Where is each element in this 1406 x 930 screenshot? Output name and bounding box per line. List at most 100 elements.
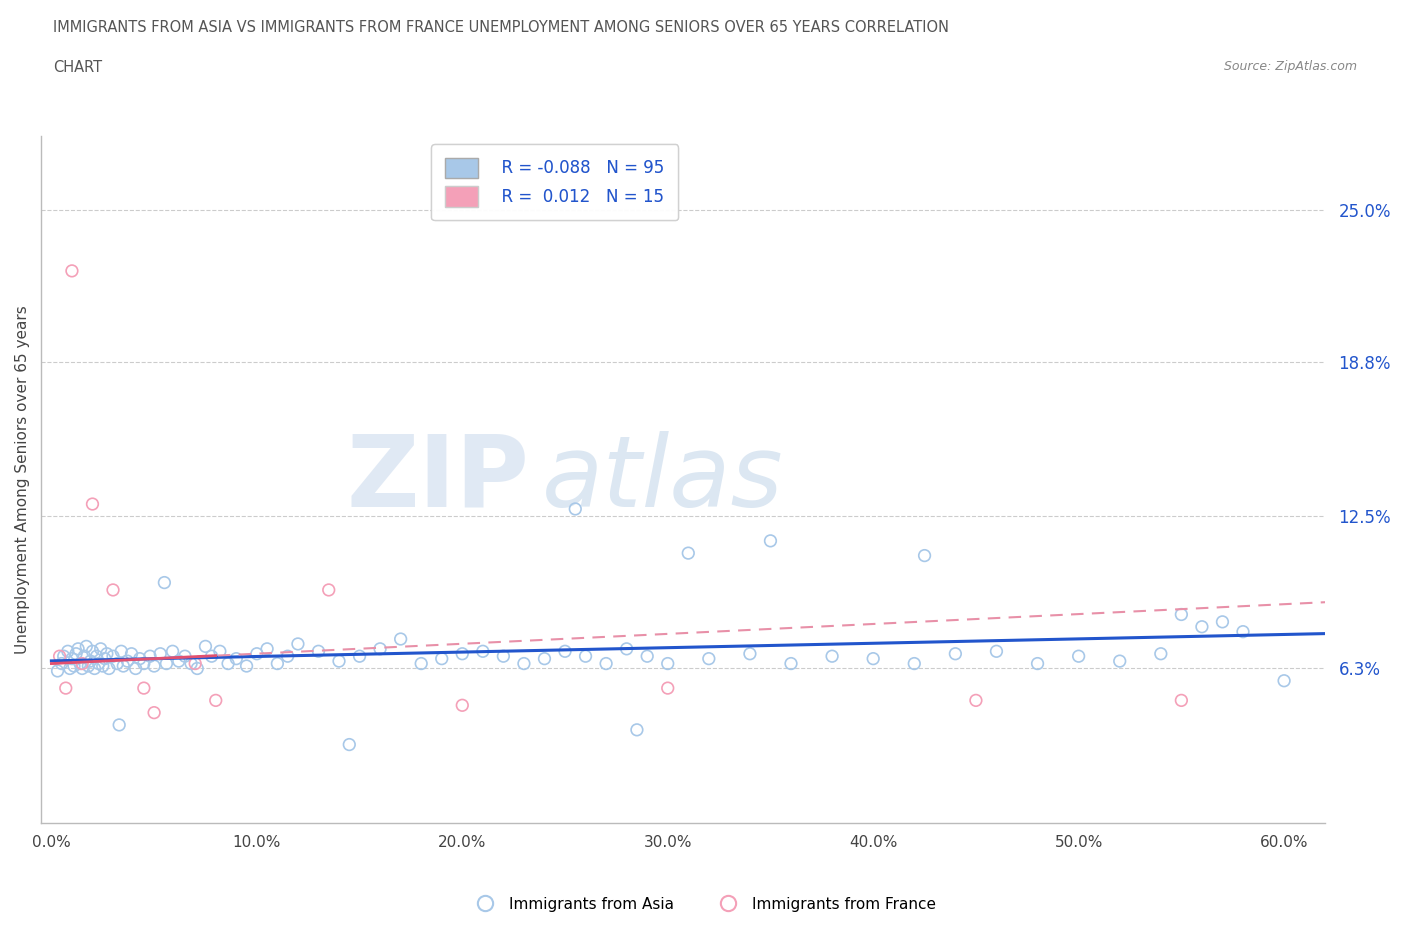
Point xyxy=(96,646,118,661)
Point xyxy=(862,651,884,666)
Point xyxy=(759,534,782,549)
Point xyxy=(1026,657,1049,671)
Point xyxy=(167,654,190,669)
Point xyxy=(1150,646,1173,661)
Point xyxy=(149,646,172,661)
Point xyxy=(69,657,91,671)
Point xyxy=(208,644,231,658)
Point xyxy=(132,681,155,696)
Point xyxy=(1170,693,1192,708)
Point xyxy=(82,497,104,512)
Point xyxy=(389,631,412,646)
Point xyxy=(1108,654,1130,669)
Point xyxy=(153,575,176,590)
Point xyxy=(308,644,330,658)
Point xyxy=(77,658,100,673)
Point xyxy=(1067,649,1090,664)
Text: atlas: atlas xyxy=(541,431,783,528)
Point xyxy=(657,681,679,696)
Point xyxy=(697,651,720,666)
Point xyxy=(143,658,166,673)
Point xyxy=(132,657,155,671)
Point xyxy=(184,657,207,671)
Point xyxy=(821,649,844,664)
Point xyxy=(46,663,69,678)
Point xyxy=(337,737,360,752)
Point xyxy=(513,657,536,671)
Point xyxy=(75,639,97,654)
Point xyxy=(83,661,105,676)
Point xyxy=(914,548,936,563)
Point xyxy=(554,644,576,658)
Point xyxy=(943,646,966,661)
Point xyxy=(636,649,658,664)
Point xyxy=(63,658,86,673)
Y-axis label: Unemployment Among Seniors over 65 years: Unemployment Among Seniors over 65 years xyxy=(15,305,30,654)
Point xyxy=(277,649,299,664)
Point xyxy=(139,649,162,664)
Point xyxy=(349,649,371,664)
Point xyxy=(986,644,1008,658)
Point xyxy=(90,642,112,657)
Point xyxy=(318,582,340,597)
Point xyxy=(82,644,104,658)
Point xyxy=(94,651,117,666)
Point xyxy=(70,661,93,676)
Text: Source: ZipAtlas.com: Source: ZipAtlas.com xyxy=(1223,60,1357,73)
Point xyxy=(411,657,433,671)
Point xyxy=(678,546,700,561)
Point xyxy=(91,658,114,673)
Point xyxy=(55,681,77,696)
Point xyxy=(780,657,803,671)
Point xyxy=(86,649,108,664)
Point xyxy=(87,657,110,671)
Point xyxy=(574,649,596,664)
Point xyxy=(204,693,226,708)
Point xyxy=(1191,619,1213,634)
Point xyxy=(101,649,124,664)
Point xyxy=(903,657,925,671)
Point xyxy=(65,646,87,661)
Point xyxy=(97,661,120,676)
Point xyxy=(194,639,217,654)
Point xyxy=(121,646,143,661)
Point xyxy=(155,657,177,671)
Point xyxy=(564,501,586,516)
Point xyxy=(101,582,124,597)
Point xyxy=(79,654,101,669)
Point xyxy=(186,661,208,676)
Point xyxy=(235,658,257,673)
Text: IMMIGRANTS FROM ASIA VS IMMIGRANTS FROM FRANCE UNEMPLOYMENT AMONG SENIORS OVER 6: IMMIGRANTS FROM ASIA VS IMMIGRANTS FROM … xyxy=(53,20,949,35)
Legend:   R = -0.088   N = 95,   R =  0.012   N = 15: R = -0.088 N = 95, R = 0.012 N = 15 xyxy=(432,144,678,219)
Point xyxy=(67,642,90,657)
Point xyxy=(626,723,648,737)
Point xyxy=(201,649,224,664)
Point xyxy=(430,651,453,666)
Point xyxy=(217,657,239,671)
Point xyxy=(162,644,184,658)
Point xyxy=(451,698,474,712)
Point xyxy=(174,649,197,664)
Point xyxy=(533,651,555,666)
Point xyxy=(256,642,278,657)
Point xyxy=(266,657,288,671)
Point xyxy=(59,661,82,676)
Point xyxy=(52,649,75,664)
Point xyxy=(117,654,139,669)
Point xyxy=(108,717,131,732)
Point xyxy=(616,642,638,657)
Point xyxy=(246,646,269,661)
Point xyxy=(128,651,150,666)
Point xyxy=(73,649,96,664)
Point xyxy=(60,263,83,278)
Point xyxy=(1232,624,1254,639)
Point xyxy=(105,657,128,671)
Text: ZIP: ZIP xyxy=(346,431,529,528)
Point xyxy=(595,657,617,671)
Point xyxy=(60,651,83,666)
Point xyxy=(492,649,515,664)
Point xyxy=(1211,615,1233,630)
Point xyxy=(110,644,132,658)
Point xyxy=(328,654,350,669)
Point xyxy=(70,657,93,671)
